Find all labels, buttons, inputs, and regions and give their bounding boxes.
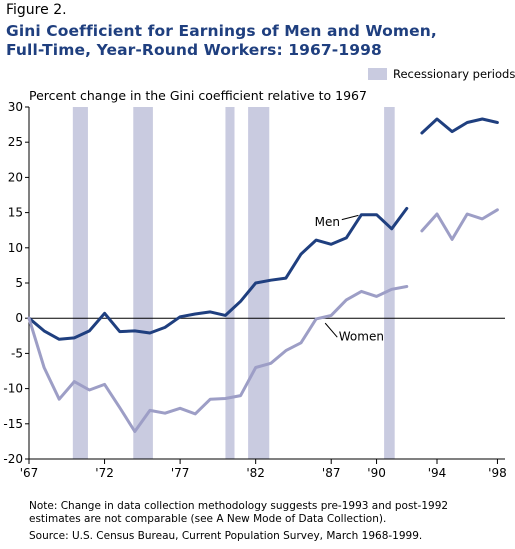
recession-band-3: [225, 107, 235, 459]
x-tick-label: '67: [20, 466, 39, 480]
recession-band-2: [133, 107, 153, 459]
note-line-1: Note: Change in data collection methodol…: [29, 500, 449, 512]
y-tick-label: 10: [8, 241, 23, 255]
legend: Recessionary periods: [368, 67, 515, 81]
series-line-men-1: [27, 206, 409, 341]
x-tick-label: '82: [246, 466, 265, 480]
y-tick-label: 0: [15, 311, 23, 325]
y-tick-label: -15: [3, 417, 23, 431]
figure-label: Figure 2.: [6, 2, 67, 18]
series-line-women-1: [27, 285, 409, 433]
y-tick-label: 25: [8, 135, 23, 149]
x-tick-label: '90: [367, 466, 386, 480]
y-tick-label: 15: [8, 206, 23, 220]
y-tick-label: -10: [3, 382, 23, 396]
note-line-2: estimates are not comparable (see A New …: [29, 513, 387, 525]
annotation-women: Women: [339, 330, 384, 344]
chart-title-line-1: Gini Coefficient for Earnings of Men and…: [6, 22, 437, 40]
recession-band-1: [72, 107, 88, 459]
x-tick-label: '87: [322, 466, 341, 480]
y-tick-label: -5: [11, 346, 23, 360]
series-line-men-2: [420, 117, 499, 135]
x-tick-label: '77: [171, 466, 190, 480]
annotation-leader-men: [341, 214, 359, 221]
y-tick-label: -20: [3, 452, 23, 466]
y-tick-label: 20: [8, 170, 23, 184]
source-note: Source: U.S. Census Bureau, Current Popu…: [29, 530, 423, 542]
x-tick-label: '94: [428, 466, 447, 480]
recession-band-5: [384, 107, 395, 459]
chart-title-line-2: Full-Time, Year-Round Workers: 1967-1998: [6, 41, 382, 59]
legend-swatch-recession: [368, 68, 387, 80]
x-tick-label: '98: [488, 466, 507, 480]
y-tick-label: 5: [15, 276, 23, 290]
legend-label: Recessionary periods: [393, 67, 515, 81]
chart-subtitle: Percent change in the Gini coefficient r…: [29, 88, 367, 103]
annotation-leader-women: [324, 322, 338, 338]
annotation-men: Men: [315, 215, 340, 229]
series-line-women-2: [420, 208, 499, 241]
y-tick-label: 30: [8, 100, 23, 114]
x-tick-label: '72: [95, 466, 114, 480]
